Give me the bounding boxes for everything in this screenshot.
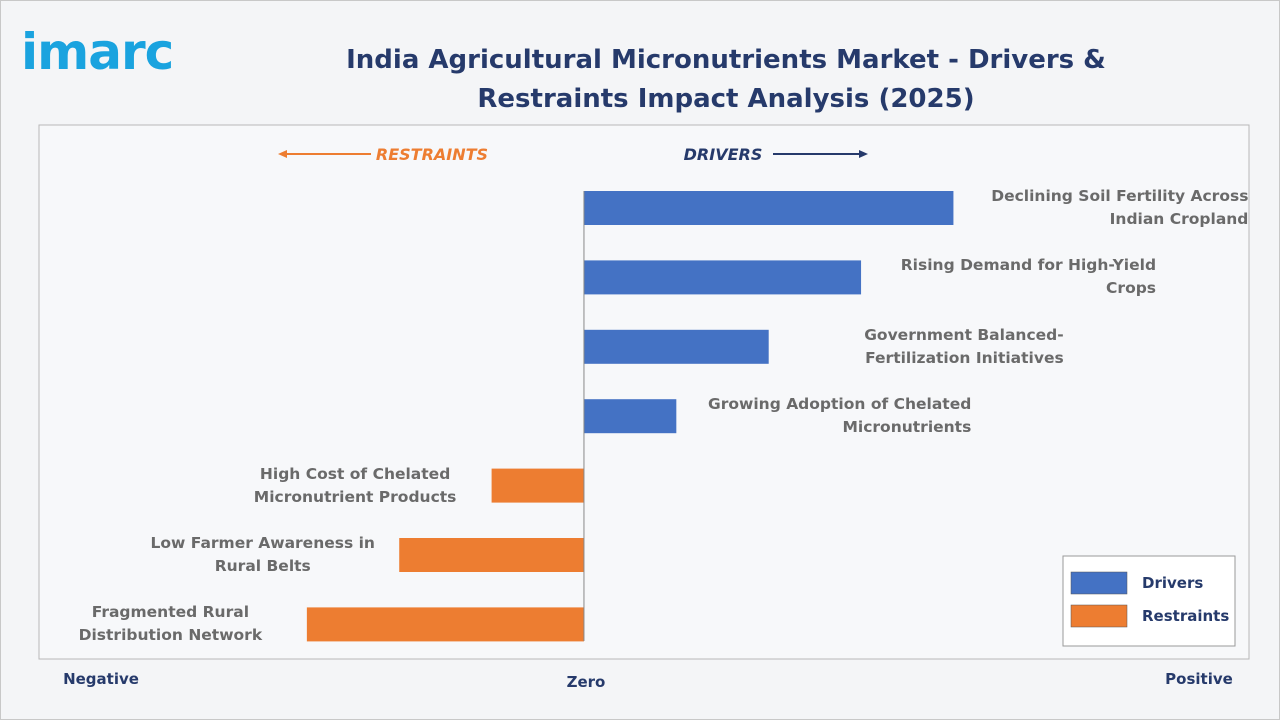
chart-title: India Agricultural Micronutrients Market…	[346, 45, 1106, 114]
positive-label: Positive	[1165, 670, 1233, 688]
bar	[491, 468, 584, 503]
bar	[583, 191, 954, 225]
drivers-label: DRIVERS	[684, 145, 763, 164]
bar	[399, 538, 584, 572]
restraints-label: RESTRAINTS	[376, 145, 488, 164]
bar	[583, 329, 769, 364]
category-label: Rising Demand for High-Yield Crops	[900, 256, 1157, 298]
category-label: Low Farmer Awareness in Rural Belts	[150, 534, 375, 575]
negative-label: Negative	[63, 670, 139, 688]
legend-label: Drivers	[1142, 574, 1203, 592]
zero-label: Zero	[567, 673, 606, 691]
legend-box	[1062, 555, 1236, 647]
bar	[583, 260, 862, 295]
legend-label: Restraints	[1142, 607, 1229, 625]
restraints-arrowhead	[278, 150, 287, 158]
legend-swatch	[1070, 571, 1128, 595]
logo: imarc	[21, 23, 174, 81]
category-label: High Cost of Chelated Micronutrient Prod…	[253, 464, 457, 506]
drivers-arrowhead	[859, 150, 868, 158]
category-label: Declining Soil Fertility Across Indian C…	[991, 187, 1249, 228]
legend-swatch	[1070, 604, 1128, 628]
category-label: Government Balanced-Fertilization Initia…	[864, 325, 1064, 367]
category-label: Growing Adoption of Chelated Micronutrie…	[708, 395, 972, 437]
category-label: Fragmented Rural Distribution Network	[78, 603, 263, 645]
bar	[583, 399, 677, 434]
bar	[306, 607, 584, 642]
